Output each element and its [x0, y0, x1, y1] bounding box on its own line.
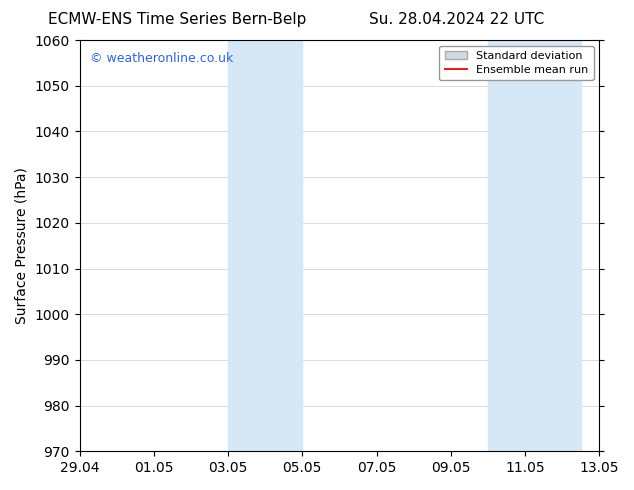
Text: ECMW-ENS Time Series Bern-Belp: ECMW-ENS Time Series Bern-Belp — [48, 12, 307, 27]
Y-axis label: Surface Pressure (hPa): Surface Pressure (hPa) — [15, 167, 29, 324]
Legend: Standard deviation, Ensemble mean run: Standard deviation, Ensemble mean run — [439, 46, 593, 80]
Text: © weatheronline.co.uk: © weatheronline.co.uk — [90, 52, 233, 66]
Bar — [488, 40, 581, 451]
Text: Su. 28.04.2024 22 UTC: Su. 28.04.2024 22 UTC — [369, 12, 544, 27]
Bar — [228, 40, 302, 451]
